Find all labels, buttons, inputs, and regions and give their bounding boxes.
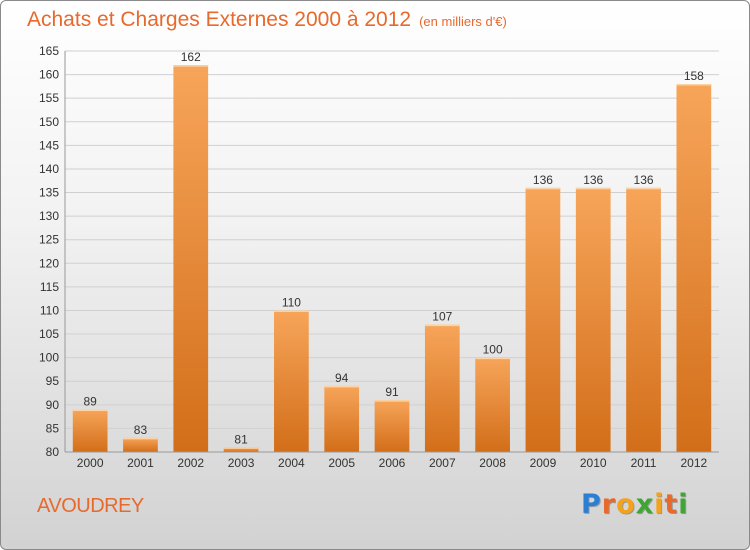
x-tick-label: 2009	[530, 456, 557, 470]
logo-letter: i	[654, 489, 665, 520]
bar-2002	[173, 65, 209, 452]
chart-title: Achats et Charges Externes 2000 à 2012 (e…	[27, 8, 507, 32]
proxiti-logo: Proxiti	[581, 489, 689, 520]
bar-highlight	[173, 65, 209, 67]
y-tick-label: 150	[39, 115, 59, 129]
y-axis: 80 85 90 95 100 105 110 115 120 125 130 135 140 145 15…	[39, 44, 66, 459]
bar-highlight	[676, 84, 712, 86]
y-tick-label: 115	[40, 280, 59, 294]
chart-title-text: Achats et Charges Externes 2000 à 2012	[27, 8, 412, 31]
y-tick-label: 125	[39, 233, 59, 247]
value-label: 81	[234, 432, 248, 446]
x-tick-label: 2010	[580, 456, 607, 470]
bar-2000	[72, 409, 108, 452]
y-tick-label: 105	[39, 327, 59, 341]
value-label: 136	[634, 173, 654, 187]
value-label: 162	[181, 50, 201, 64]
y-tick-label: 85	[46, 421, 60, 435]
value-label: 83	[134, 423, 148, 437]
y-tick-label: 155	[39, 91, 59, 105]
bar-highlight	[123, 437, 158, 440]
y-tick-label: 130	[39, 209, 59, 223]
x-tick-label: 2000	[77, 456, 104, 470]
bar-2005	[324, 385, 360, 452]
logo-letter: P	[581, 489, 602, 520]
place-name: AVOUDREY	[37, 495, 144, 517]
bar-2003	[223, 447, 259, 452]
y-tick-label: 140	[39, 162, 59, 176]
bar-highlight	[424, 324, 460, 327]
bar-highlight	[374, 400, 410, 402]
y-tick-label: 80	[46, 445, 60, 459]
x-tick-label: 2003	[228, 456, 255, 470]
y-tick-label: 110	[40, 303, 59, 317]
y-tick-label: 90	[46, 398, 60, 412]
y-tick-label: 145	[39, 138, 59, 152]
bar-2012	[676, 84, 712, 452]
value-label: 89	[83, 395, 97, 409]
x-tick-label: 2007	[429, 456, 456, 470]
bar-2010	[575, 187, 611, 452]
bars: 89 83 162 81 110 94 91 107 100 136 136 136 158	[72, 50, 712, 452]
value-label: 91	[385, 385, 399, 399]
logo-letter: o	[616, 489, 636, 520]
logo-letter: x	[635, 489, 655, 520]
bar-2007	[424, 324, 460, 452]
x-tick-label: 2005	[328, 456, 355, 470]
y-tick-label: 160	[39, 68, 59, 82]
value-label: 100	[483, 343, 503, 357]
y-tick-label: 120	[39, 256, 59, 270]
logo-letter: r	[601, 489, 617, 520]
bar-2004	[274, 310, 309, 452]
x-tick-label: 2008	[479, 456, 506, 470]
x-axis: 2000 2001 2002 2003 2004 2005 2006 2007 2008 2009…	[65, 451, 719, 470]
bar-highlight	[324, 385, 360, 388]
x-tick-label: 2006	[379, 456, 406, 470]
bar-highlight	[626, 187, 661, 190]
value-label: 107	[432, 310, 452, 324]
bar-2011	[626, 187, 661, 452]
bar-highlight	[274, 310, 309, 312]
value-label: 110	[282, 295, 301, 309]
x-tick-label: 2011	[631, 456, 657, 470]
x-tick-label: 2012	[680, 456, 707, 470]
x-tick-label: 2002	[177, 456, 204, 470]
logo-letter: i	[678, 489, 689, 520]
chart-unit: (en milliers d'€)	[419, 14, 507, 29]
bar-2001	[123, 437, 158, 452]
bar-highlight	[475, 357, 510, 360]
x-tick-label: 2001	[127, 456, 154, 470]
y-tick-label: 95	[46, 374, 60, 388]
y-tick-label: 100	[39, 351, 59, 365]
bar-2008	[475, 357, 510, 452]
y-tick-label: 135	[39, 186, 59, 200]
value-label: 158	[684, 69, 704, 83]
bar-highlight	[223, 447, 259, 449]
bar-highlight	[525, 187, 561, 190]
value-label: 136	[533, 173, 553, 187]
bar-highlight	[72, 409, 108, 412]
logo-letter: t	[664, 489, 679, 520]
value-label: 94	[335, 371, 349, 385]
bar-highlight	[575, 187, 611, 190]
bar-2009	[525, 187, 561, 452]
value-label: 136	[583, 173, 603, 187]
bar-2006	[374, 400, 410, 452]
y-tick-label: 165	[39, 44, 59, 58]
x-tick-label: 2004	[278, 456, 305, 470]
